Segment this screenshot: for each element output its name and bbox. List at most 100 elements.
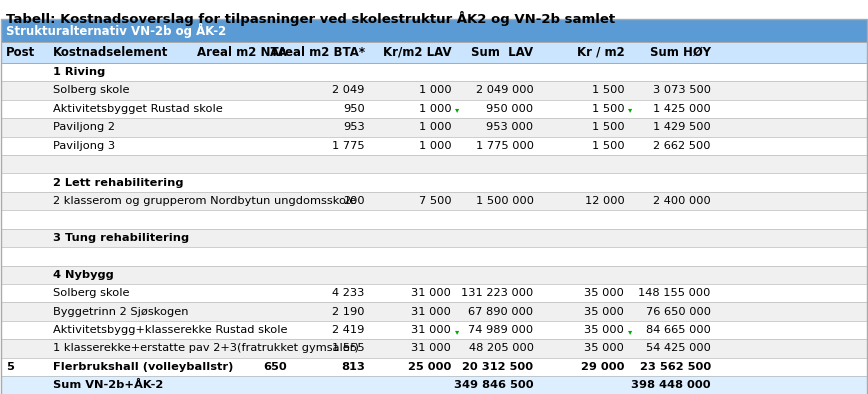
FancyBboxPatch shape [2, 155, 866, 173]
Text: 3 073 500: 3 073 500 [653, 85, 711, 95]
Text: Tabell: Kostnadsoverslag for tilpasninger ved skolestruktur ÅK2 og VN-2b samlet: Tabell: Kostnadsoverslag for tilpasninge… [6, 11, 615, 26]
FancyBboxPatch shape [2, 210, 866, 229]
Text: Areal m2 BTA*: Areal m2 BTA* [270, 46, 365, 59]
Text: 25 000: 25 000 [408, 362, 451, 372]
Text: 7 500: 7 500 [418, 196, 451, 206]
Text: 1 klasserekke+erstatte pav 2+3(fratrukket gymsaler): 1 klasserekke+erstatte pav 2+3(fratrukke… [53, 344, 359, 353]
FancyBboxPatch shape [2, 118, 866, 137]
Text: Post: Post [6, 46, 35, 59]
Text: 950: 950 [343, 104, 365, 114]
Text: Strukturalternativ VN-2b og ÅK-2: Strukturalternativ VN-2b og ÅK-2 [6, 23, 226, 38]
Text: 35 000: 35 000 [584, 344, 624, 353]
Text: 1 500 000: 1 500 000 [476, 196, 534, 206]
Text: 1 500: 1 500 [592, 122, 624, 132]
Text: 1 000: 1 000 [418, 85, 451, 95]
Text: 4 Nybygg: 4 Nybygg [53, 270, 114, 280]
Text: 2 klasserom og grupperom Nordbytun ungdomsskole: 2 klasserom og grupperom Nordbytun ungdo… [53, 196, 357, 206]
Text: 84 665 000: 84 665 000 [646, 325, 711, 335]
FancyBboxPatch shape [2, 63, 866, 81]
Text: Solberg skole: Solberg skole [53, 288, 130, 298]
Text: Flerbrukshall (volleyballstr): Flerbrukshall (volleyballstr) [53, 362, 233, 372]
Text: Areal m2 NTA: Areal m2 NTA [197, 46, 287, 59]
FancyBboxPatch shape [2, 81, 866, 100]
Text: 200: 200 [343, 196, 365, 206]
Text: 1 555: 1 555 [332, 344, 365, 353]
Text: 29 000: 29 000 [581, 362, 624, 372]
Text: 1 500: 1 500 [592, 104, 624, 114]
FancyBboxPatch shape [2, 266, 866, 284]
FancyBboxPatch shape [2, 42, 866, 63]
Text: 953: 953 [343, 122, 365, 132]
Text: 2 400 000: 2 400 000 [653, 196, 711, 206]
Text: 953 000: 953 000 [486, 122, 534, 132]
Text: ▾: ▾ [455, 106, 459, 115]
Text: 398 448 000: 398 448 000 [631, 380, 711, 390]
Text: 1 425 000: 1 425 000 [653, 104, 711, 114]
Text: 48 205 000: 48 205 000 [469, 344, 534, 353]
FancyBboxPatch shape [2, 358, 866, 376]
Text: Aktivitetsbygg+klasserekke Rustad skole: Aktivitetsbygg+klasserekke Rustad skole [53, 325, 288, 335]
Text: 35 000: 35 000 [584, 307, 624, 317]
Text: Sum VN-2b+ÅK-2: Sum VN-2b+ÅK-2 [53, 380, 163, 390]
Text: 1 Riving: 1 Riving [53, 67, 106, 77]
Text: 2 190: 2 190 [332, 307, 365, 317]
Text: 23 562 500: 23 562 500 [640, 362, 711, 372]
FancyBboxPatch shape [2, 229, 866, 247]
Text: Kr/m2 LAV: Kr/m2 LAV [383, 46, 451, 59]
Text: 76 650 000: 76 650 000 [646, 307, 711, 317]
FancyBboxPatch shape [2, 173, 866, 192]
Text: 3 Tung rehabilitering: 3 Tung rehabilitering [53, 233, 189, 243]
Text: 1 775 000: 1 775 000 [476, 141, 534, 151]
Text: 148 155 000: 148 155 000 [639, 288, 711, 298]
Text: Byggetrinn 2 Sjøskogen: Byggetrinn 2 Sjøskogen [53, 307, 189, 317]
Text: 35 000: 35 000 [584, 325, 624, 335]
Text: 12 000: 12 000 [585, 196, 624, 206]
FancyBboxPatch shape [2, 303, 866, 321]
Text: 131 223 000: 131 223 000 [461, 288, 534, 298]
FancyBboxPatch shape [2, 376, 866, 394]
Text: Paviljong 3: Paviljong 3 [53, 141, 115, 151]
Text: Kr / m2: Kr / m2 [576, 46, 624, 59]
Text: 20 312 500: 20 312 500 [463, 362, 534, 372]
Text: 2 049: 2 049 [332, 85, 365, 95]
Text: 2 419: 2 419 [332, 325, 365, 335]
Text: Sum HØY: Sum HØY [650, 46, 711, 59]
Text: 5: 5 [6, 362, 14, 372]
Text: 1 000: 1 000 [418, 141, 451, 151]
Text: Aktivitetsbygget Rustad skole: Aktivitetsbygget Rustad skole [53, 104, 223, 114]
Text: Sum  LAV: Sum LAV [471, 46, 534, 59]
FancyBboxPatch shape [2, 321, 866, 339]
FancyBboxPatch shape [2, 19, 866, 42]
Text: 31 000: 31 000 [411, 288, 451, 298]
Text: ▾: ▾ [628, 106, 632, 115]
Text: 1 775: 1 775 [332, 141, 365, 151]
Text: ▾: ▾ [455, 327, 459, 336]
Text: 2 662 500: 2 662 500 [654, 141, 711, 151]
Text: 1 429 500: 1 429 500 [653, 122, 711, 132]
Text: 1 500: 1 500 [592, 85, 624, 95]
FancyBboxPatch shape [2, 192, 866, 210]
Text: 650: 650 [263, 362, 287, 372]
Text: 54 425 000: 54 425 000 [646, 344, 711, 353]
Text: 2 Lett rehabilitering: 2 Lett rehabilitering [53, 178, 184, 188]
Text: 35 000: 35 000 [584, 288, 624, 298]
Text: 31 000: 31 000 [411, 325, 451, 335]
Text: 1 500: 1 500 [592, 141, 624, 151]
Text: Paviljong 2: Paviljong 2 [53, 122, 115, 132]
Text: 813: 813 [341, 362, 365, 372]
FancyBboxPatch shape [2, 284, 866, 303]
Text: Kostnadselement: Kostnadselement [53, 46, 168, 59]
FancyBboxPatch shape [2, 339, 866, 358]
Text: 31 000: 31 000 [411, 307, 451, 317]
Text: 31 000: 31 000 [411, 344, 451, 353]
Text: 4 233: 4 233 [332, 288, 365, 298]
FancyBboxPatch shape [2, 137, 866, 155]
Text: 67 890 000: 67 890 000 [469, 307, 534, 317]
Text: Solberg skole: Solberg skole [53, 85, 130, 95]
Text: 2 049 000: 2 049 000 [476, 85, 534, 95]
Text: 1 000: 1 000 [418, 122, 451, 132]
Text: 349 846 500: 349 846 500 [454, 380, 534, 390]
FancyBboxPatch shape [2, 247, 866, 266]
Text: ▾: ▾ [628, 327, 632, 336]
FancyBboxPatch shape [2, 100, 866, 118]
